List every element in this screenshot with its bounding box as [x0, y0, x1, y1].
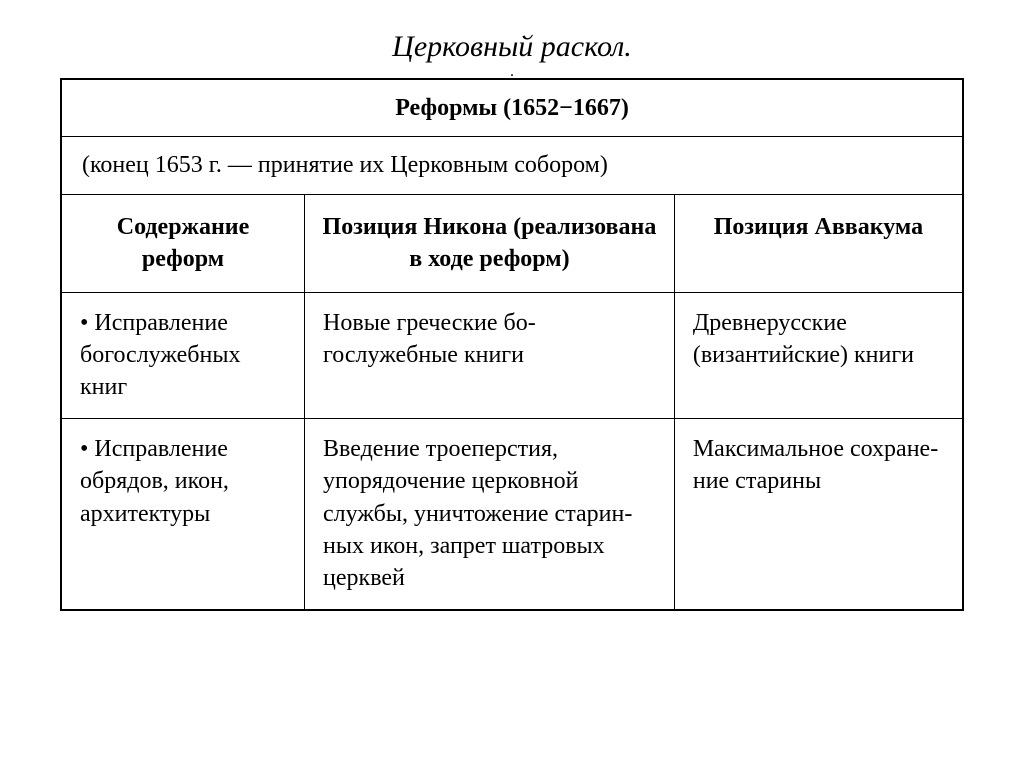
column-header-avvakum: Позиция Аввакума [674, 194, 963, 292]
cell-content: • Исправле­ние обрядов, икон, архи­текту… [61, 418, 305, 609]
reforms-table: Реформы (1652−1667) (конец 1653 г. — при… [60, 78, 964, 611]
table-row: • Исправле­ние обрядов, икон, архи­текту… [61, 418, 963, 609]
cell-nikon: Новые греческие бо­гослужебные книги [305, 292, 675, 418]
decorative-dot: . [60, 68, 964, 76]
cell-avvakum: Древнерусские (византий­ские) книги [674, 292, 963, 418]
page-title: Церковный раскол. [60, 30, 964, 64]
cell-avvakum: Максималь­ное сохране­ние старины [674, 418, 963, 609]
cell-content: • Исправле­ние богослу­жебных книг [61, 292, 305, 418]
table-subtitle: (конец 1653 г. — принятие их Церковным с… [61, 137, 963, 194]
column-header-nikon: Позиция Никона (реализована в ходе рефор… [305, 194, 675, 292]
table-row: • Исправле­ние богослу­жебных книг Новые… [61, 292, 963, 418]
column-headers-row: Содержание реформ Позиция Никона (реализ… [61, 194, 963, 292]
cell-nikon: Введение троепер­стия, упорядочение церк… [305, 418, 675, 609]
column-header-content: Содержание реформ [61, 194, 305, 292]
table-header-row: Реформы (1652−1667) [61, 79, 963, 137]
table-main-header: Реформы (1652−1667) [61, 79, 963, 137]
table-subtitle-row: (конец 1653 г. — принятие их Церковным с… [61, 137, 963, 194]
